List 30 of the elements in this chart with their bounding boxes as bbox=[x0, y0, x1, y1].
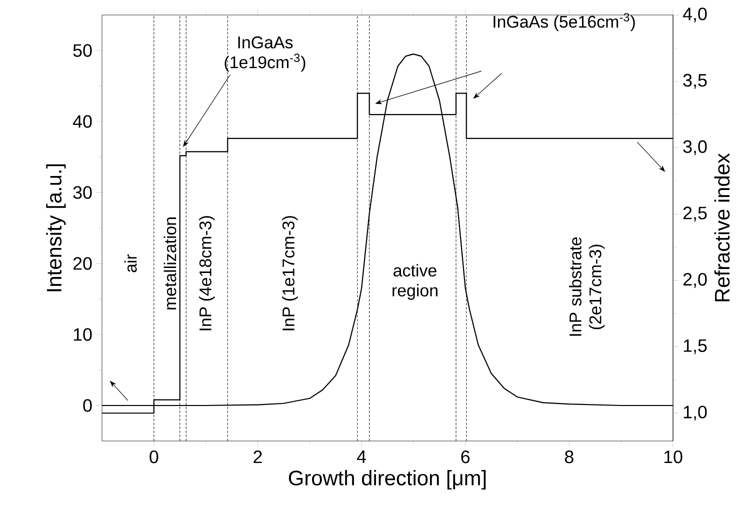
y2-tick-label: 2,0 bbox=[683, 273, 707, 288]
x-tick-label: 10 bbox=[664, 450, 682, 464]
annotation: InGaAs (5e16cm$^{-3}$) bbox=[494, 13, 635, 32]
y-tick-label: 20 bbox=[73, 257, 92, 270]
y-tick-label: 50 bbox=[73, 44, 92, 57]
annotation: InP (4e18cm-3) bbox=[198, 216, 215, 330]
y-tick-label: 10 bbox=[74, 328, 92, 341]
y-tick-label: 40 bbox=[72, 115, 92, 128]
y-tick-label: 30 bbox=[73, 186, 92, 199]
x-tick-label: 6 bbox=[461, 450, 470, 464]
y2-tick-label: 3,0 bbox=[683, 140, 707, 156]
x-tick-label: 2 bbox=[254, 450, 262, 464]
y2-tick-label: 2,5 bbox=[683, 206, 707, 222]
x-tick-label: 0 bbox=[150, 450, 158, 464]
annotation: InP (1e17cm-3) bbox=[282, 216, 298, 330]
x-tick-label: 8 bbox=[564, 450, 574, 464]
x-axis-title: Growth direction [μm] bbox=[288, 470, 486, 490]
y2-axis-title: Refractive index bbox=[714, 153, 730, 302]
y2-tick-label: 1,0 bbox=[684, 406, 707, 421]
annotation: air bbox=[124, 254, 137, 272]
annotation: active region bbox=[392, 264, 438, 300]
annotation: metallization bbox=[164, 218, 176, 310]
y-tick-label: 0 bbox=[83, 399, 92, 412]
y2-tick-label: 1,5 bbox=[684, 339, 707, 354]
x-tick-label: 4 bbox=[356, 450, 366, 463]
y-axis-title: Intensity [a.u.] bbox=[46, 164, 66, 292]
y2-tick-label: 4,0 bbox=[682, 8, 707, 22]
y2-tick-label: 3,5 bbox=[683, 74, 707, 89]
annotation: InP substrate (2e17cm-3) bbox=[568, 237, 605, 336]
annotation: InGaAs (1e19cm$^{-3}$) bbox=[224, 36, 306, 72]
